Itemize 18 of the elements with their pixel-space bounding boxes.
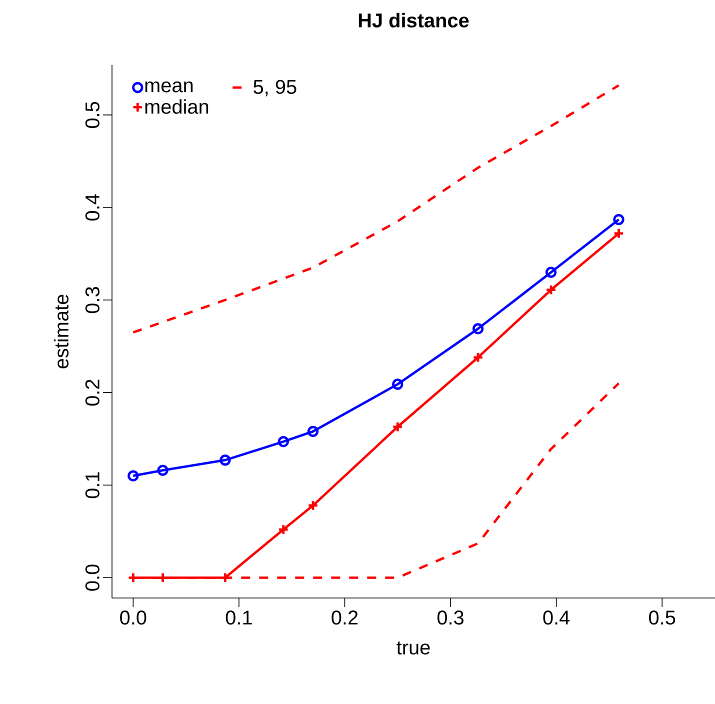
y-tick-label: 0.0 — [85, 564, 100, 591]
y-tick-label: 0.5 — [85, 102, 100, 128]
legend-label: mean — [145, 81, 193, 92]
y-tick-label: 0.3 — [85, 287, 100, 314]
y-tick-label: 0.2 — [85, 380, 100, 406]
x-tick-label: 0.4 — [543, 610, 570, 625]
x-tick-label: 0.2 — [332, 610, 358, 625]
x-tick-label: 0.1 — [226, 610, 252, 625]
x-tick-label: 0.3 — [437, 610, 464, 625]
legend-label: median — [145, 99, 208, 114]
x-tick-label: 0.0 — [120, 610, 146, 625]
chart-title: HJ distance — [358, 12, 469, 28]
x-tick-label: 0.5 — [649, 610, 676, 625]
y-tick-label: 0.4 — [85, 194, 100, 221]
y-axis-title: estimate — [54, 294, 69, 368]
y-tick-label: 0.1 — [85, 472, 100, 498]
legend-label: 5, 95 — [254, 80, 296, 96]
x-axis-title: true — [396, 641, 430, 655]
